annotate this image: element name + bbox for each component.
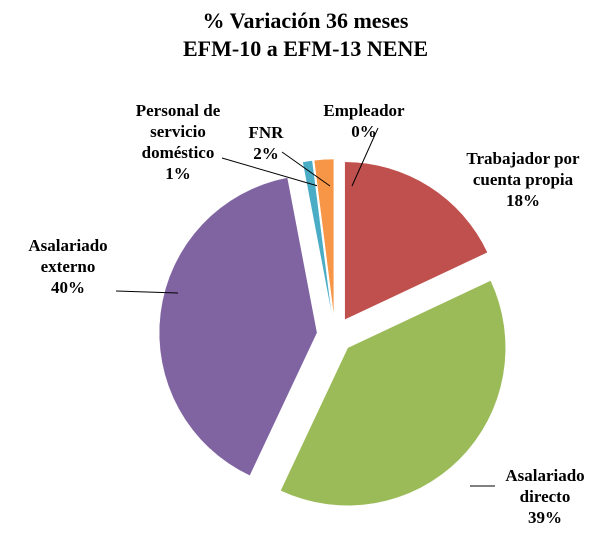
pie-slice <box>344 161 488 321</box>
data-label: Personal de servicio doméstico 1% <box>121 100 236 184</box>
data-label: Trabajador por cuenta propia 18% <box>448 148 598 211</box>
data-label: Asalariado externo 40% <box>8 235 128 298</box>
category-label: Empleador <box>323 101 405 120</box>
leader-line <box>221 157 319 187</box>
pie-slice <box>158 177 318 477</box>
value-label: 39% <box>528 508 562 527</box>
pie-slice <box>313 158 335 318</box>
data-label: Asalariado directo 39% <box>495 465 595 528</box>
value-label: 40% <box>51 278 85 297</box>
pie-slice <box>280 280 506 506</box>
leader-line <box>115 290 179 294</box>
category-label: FNR <box>248 123 284 142</box>
pie-slice <box>302 160 333 318</box>
data-label: FNR 2% <box>246 122 286 164</box>
leader-line <box>281 151 331 187</box>
leader-line <box>351 127 379 187</box>
chart-title: % Variación 36 meses <box>202 8 409 33</box>
value-label: 2% <box>253 144 279 163</box>
category-label: Trabajador por cuenta propia <box>466 149 580 189</box>
category-label: Asalariado directo <box>505 466 585 506</box>
category-label: Asalariado externo <box>28 236 108 276</box>
data-label: Empleador 0% <box>314 100 414 142</box>
value-label: 1% <box>165 164 191 183</box>
value-label: 18% <box>506 191 540 210</box>
category-label: Personal de servicio doméstico <box>135 101 221 162</box>
value-label: 0% <box>351 122 377 141</box>
chart-subtitle: EFM-10 a EFM-13 NENE <box>182 36 429 61</box>
